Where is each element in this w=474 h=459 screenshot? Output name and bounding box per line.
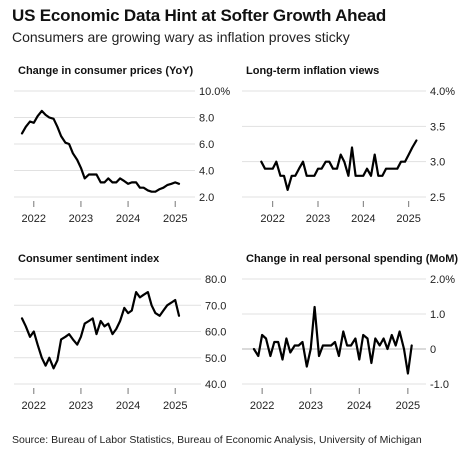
chart-title: Change in consumer prices (YoY) bbox=[18, 65, 194, 77]
x-tick-label: 2023 bbox=[306, 213, 330, 225]
y-tick-label: 6.0 bbox=[199, 139, 214, 151]
series-line bbox=[20, 291, 181, 370]
page-title: US Economic Data Hint at Softer Growth A… bbox=[12, 6, 387, 25]
y-tick-label: 40.0 bbox=[205, 379, 226, 391]
chart-panel-3: Consumer sentiment index 80.0 70.0 60.0 50.0… bbox=[14, 253, 226, 412]
y-tick-label: 80.0 bbox=[205, 274, 226, 286]
x-tick-label: 2023 bbox=[298, 400, 322, 412]
page-subtitle: Consumers are growing wary as inflation … bbox=[12, 29, 350, 45]
series-line bbox=[260, 139, 418, 191]
y-tick-label: 3.5 bbox=[430, 121, 445, 133]
x-tick-label: 2025 bbox=[163, 400, 187, 412]
x-tick-label: 2023 bbox=[69, 400, 93, 412]
x-tick-label: 2024 bbox=[116, 213, 140, 225]
y-tick-label: 4.0% bbox=[430, 86, 455, 98]
y-tick-label: 2.0 bbox=[199, 192, 214, 204]
x-tick-label: 2025 bbox=[396, 213, 420, 225]
x-tick-label: 2024 bbox=[347, 400, 371, 412]
x-tick-label: 2022 bbox=[250, 400, 274, 412]
chart-panel-2: Long-term inflation views 4.0% 3.5 3.0 2.5 20… bbox=[242, 65, 455, 225]
x-tick-label: 2025 bbox=[163, 213, 187, 225]
chart-title: Long-term inflation views bbox=[246, 65, 379, 77]
y-tick-label: 10.0% bbox=[199, 86, 230, 98]
y-tick-label: 50.0 bbox=[205, 353, 226, 365]
x-tick-label: 2022 bbox=[260, 213, 284, 225]
y-tick-label: -1.0 bbox=[430, 379, 449, 391]
y-tick-label: 2.5 bbox=[430, 192, 445, 204]
chart-panel-4: Change in real personal spending (MoM) 2.… bbox=[242, 253, 458, 412]
x-tick-label: 2024 bbox=[351, 213, 375, 225]
y-tick-label: 3.0 bbox=[430, 157, 445, 169]
x-tick-label: 2022 bbox=[22, 213, 46, 225]
y-tick-label: 2.0% bbox=[430, 274, 455, 286]
source-note: Source: Bureau of Labor Statistics, Bure… bbox=[12, 434, 422, 446]
x-tick-label: 2024 bbox=[116, 400, 140, 412]
chart-title: Consumer sentiment index bbox=[18, 253, 160, 265]
x-tick-label: 2025 bbox=[396, 400, 420, 412]
series-line bbox=[20, 109, 181, 193]
y-tick-label: 70.0 bbox=[205, 300, 226, 312]
chart-panel-1: Change in consumer prices (YoY) 10.0% 8.0 6… bbox=[14, 65, 230, 225]
y-tick-label: 1.0 bbox=[430, 309, 445, 321]
y-tick-label: 4.0 bbox=[199, 166, 214, 178]
x-tick-label: 2022 bbox=[22, 400, 46, 412]
chart-title: Change in real personal spending (MoM) bbox=[246, 253, 458, 265]
series-line bbox=[252, 305, 413, 375]
y-tick-label: 8.0 bbox=[199, 113, 214, 125]
y-tick-label: 0 bbox=[430, 344, 436, 356]
y-tick-label: 60.0 bbox=[205, 327, 226, 339]
x-tick-label: 2023 bbox=[69, 213, 93, 225]
